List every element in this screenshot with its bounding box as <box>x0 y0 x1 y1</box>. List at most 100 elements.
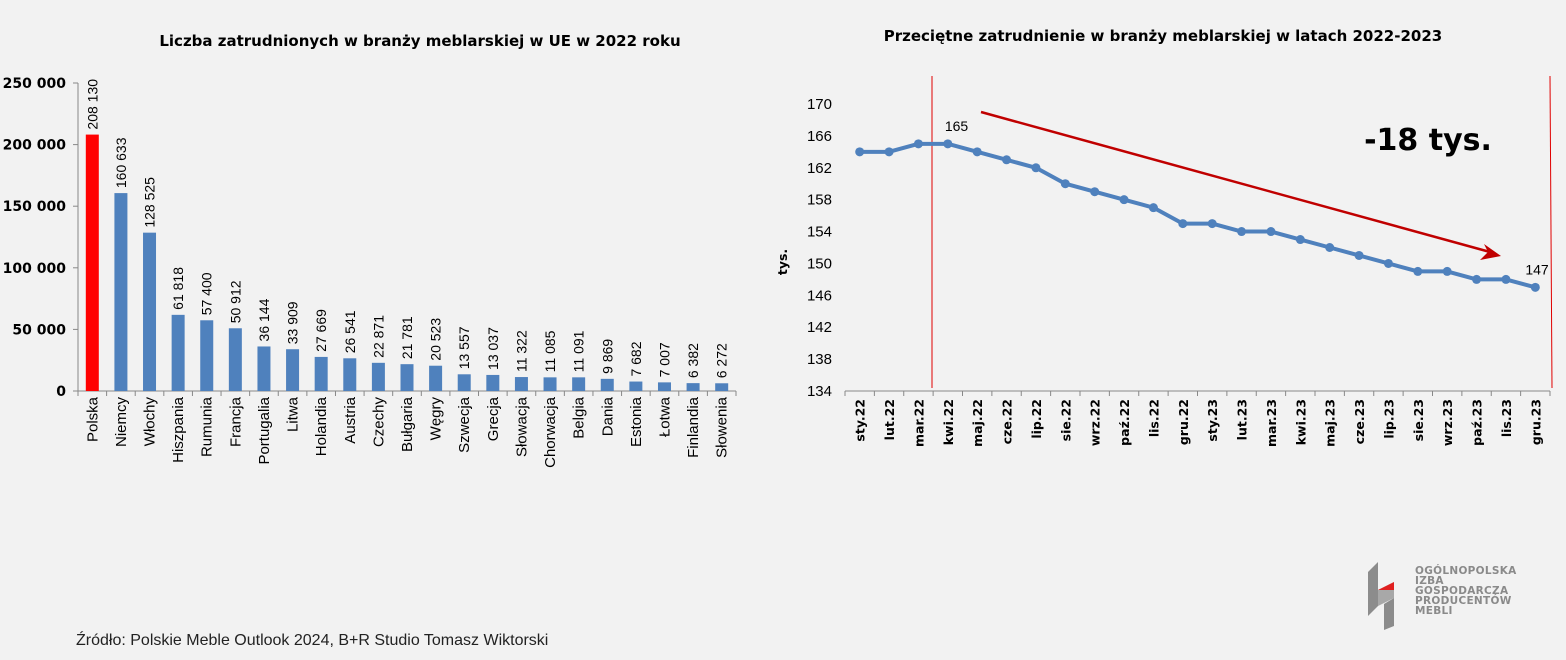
logo-line: MEBLI <box>1415 605 1453 617</box>
bar-value-label: 33 909 <box>285 301 301 344</box>
y-tick-label: 150 <box>807 255 832 272</box>
bar-szwecja <box>457 374 471 391</box>
x-category-label: Grecja <box>485 396 502 441</box>
bar-value-label: 20 523 <box>428 318 444 361</box>
bar-łotwa <box>657 382 671 391</box>
y-tick-label: 166 <box>807 128 832 145</box>
bar-value-label: 6 382 <box>685 343 701 378</box>
x-category-label: Finlandia <box>685 396 702 458</box>
y-tick-label: 50 000 <box>12 322 66 338</box>
x-category-label: wrz.22 <box>1088 399 1103 446</box>
x-category-label: lip.23 <box>1381 399 1396 439</box>
x-category-label: Niemcy <box>113 397 130 448</box>
bar-value-label: 6 272 <box>714 343 730 378</box>
bar-value-label: 208 130 <box>84 79 100 130</box>
bar-value-label: 13 557 <box>456 326 472 369</box>
x-category-label: gru.22 <box>1176 399 1191 445</box>
x-category-label: paź.22 <box>1117 399 1132 446</box>
data-point <box>1237 227 1247 237</box>
bar-czechy <box>371 362 385 391</box>
trend-arrow <box>980 110 1491 254</box>
bar-value-label: 7 007 <box>656 342 672 377</box>
x-category-label: wrz.23 <box>1440 399 1455 446</box>
x-category-label: paź.23 <box>1470 399 1485 446</box>
y-tick-label: 154 <box>807 224 832 241</box>
bar-value-label: 11 085 <box>542 330 558 372</box>
data-point <box>1090 187 1100 197</box>
data-point <box>1442 266 1452 276</box>
data-point <box>884 147 894 157</box>
x-category-label: Dania <box>599 396 616 436</box>
y-tick-label: 0 <box>56 384 66 400</box>
data-point <box>1325 243 1335 252</box>
bar-węgry <box>429 365 443 391</box>
x-category-label: sty.22 <box>853 399 868 442</box>
data-point <box>1002 155 1012 165</box>
y-tick-label: 138 <box>807 351 832 368</box>
bar-polska <box>85 134 99 391</box>
logo-line: PRODUCENTÓW <box>1415 595 1512 607</box>
y-tick-label: 150 000 <box>3 199 67 215</box>
period-marker-line <box>1549 75 1553 389</box>
x-category-label: Holandia <box>313 396 330 456</box>
bar-finlandia <box>686 383 700 391</box>
y-tick-label: 162 <box>807 160 832 177</box>
bar-austria <box>343 358 357 391</box>
y-tick-label: 146 <box>807 287 832 304</box>
x-category-label: Hiszpania <box>170 396 187 463</box>
logo-line: OGÓLNOPOLSKA <box>1415 565 1517 577</box>
bar-belgia <box>572 377 586 391</box>
data-point <box>1207 219 1217 229</box>
bar-value-label: 11 322 <box>513 330 529 372</box>
data-point <box>1383 258 1393 268</box>
x-category-label: maj.22 <box>970 399 985 447</box>
x-category-label: maj.23 <box>1323 399 1338 447</box>
logo-line: GOSPODARCZA <box>1415 585 1509 597</box>
bar-value-label: 36 144 <box>256 298 272 341</box>
x-category-label: gru.23 <box>1528 399 1543 445</box>
bar-value-label: 11 091 <box>571 330 587 372</box>
bar-włochy <box>143 232 157 391</box>
bar-value-label: 21 781 <box>399 316 415 359</box>
bar-value-label: 50 912 <box>227 280 243 323</box>
data-point <box>1354 250 1364 260</box>
bar-dania <box>600 378 614 391</box>
data-point <box>1148 203 1158 213</box>
bar-holandia <box>314 356 328 391</box>
x-category-label: Czechy <box>370 397 387 448</box>
x-category-label: Węgry <box>428 397 445 441</box>
x-category-label: lis.22 <box>1146 399 1161 437</box>
x-category-label: lut.23 <box>1235 399 1250 440</box>
trend-arrow-head-icon <box>1480 244 1501 260</box>
x-category-label: Szwecja <box>456 396 473 453</box>
bar-rumunia <box>200 320 214 391</box>
bar-value-label: 13 037 <box>485 327 501 370</box>
data-point <box>1031 163 1041 173</box>
data-point <box>1266 227 1276 237</box>
y-tick-label: 142 <box>807 319 832 336</box>
y-axis-label: tys. <box>775 249 790 275</box>
y-tick-label: 134 <box>807 383 832 400</box>
bar-słowacja <box>514 377 528 391</box>
bar-estonia <box>629 381 643 391</box>
x-category-label: Polska <box>84 396 101 442</box>
bar-value-label: 128 525 <box>142 177 158 228</box>
y-tick-label: 170 <box>807 96 832 113</box>
x-category-label: sty.23 <box>1205 399 1220 442</box>
bar-grecja <box>486 374 500 391</box>
x-category-label: sie.22 <box>1058 399 1073 441</box>
y-tick-label: 158 <box>807 192 832 209</box>
x-category-label: lis.23 <box>1499 399 1514 437</box>
bar-value-label: 7 682 <box>628 341 644 376</box>
bar-chorwacja <box>543 377 557 391</box>
x-category-label: sie.23 <box>1411 399 1426 441</box>
data-label: 147 <box>1525 261 1549 277</box>
x-category-label: Estonia <box>628 396 645 447</box>
data-label: 165 <box>945 118 969 134</box>
bar-chart-title: Liczba zatrudnionych w branży meblarskie… <box>159 32 680 50</box>
x-category-label: lip.22 <box>1029 399 1044 439</box>
x-category-label: kwi.22 <box>941 399 956 445</box>
logo-text: OGÓLNOPOLSKA IZBA GOSPODARCZA PRODUCENTÓ… <box>1415 565 1517 617</box>
x-category-label: mar.22 <box>911 399 926 447</box>
